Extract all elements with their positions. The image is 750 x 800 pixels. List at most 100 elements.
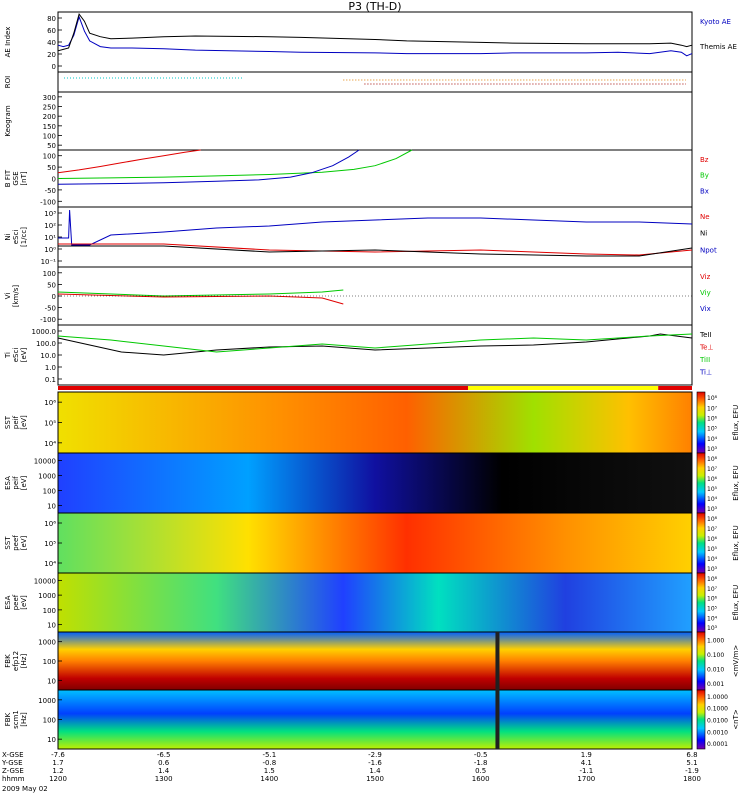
x-tick-value: 1.4 [158,767,170,775]
x-tick-value: 1.2 [52,767,63,775]
ti-trace-6 [57,333,693,353]
plot-title: P3 (TH-D) [348,0,401,13]
colorbar-2-label: Eflux, EFU [732,525,740,560]
keogram-ytick-label: 50 [47,142,56,150]
bfit-ytick-label: 0 [52,176,56,184]
panel-esa1: ESA peif [eV] 10 100 1000 10000 [4,452,693,514]
colorbar-5-gradient [696,689,706,750]
sst2-spectrogram [58,513,692,573]
colorbar-0-tick: 10⁵ [707,426,718,433]
x-tick-value: -6.5 [157,751,171,759]
bfit-ytick-label: 50 [47,164,56,172]
ae-legend-0: Kyoto AE [700,18,731,26]
keogram-frame [57,91,693,151]
colorbar-5-tick: 0.0001 [707,741,728,748]
colorbar-2-tick: 10⁴ [707,556,718,563]
ti-legend-3: Ti⊥ [699,369,712,377]
vi-ytick-label: -50 [45,305,56,313]
vi-legend-1: Viy [700,289,711,297]
vi-legend-2: Vix [700,305,711,313]
roi-frame [57,71,693,93]
bfit-ytick-label: -50 [45,187,56,195]
colorbar-3-tick: 10⁶ [707,596,718,603]
ni-legend-2: Npot [700,246,717,254]
bfit-ytick-label: -100 [40,198,56,206]
x-tick-value: -5.1 [262,751,276,759]
x-tick-value: 1600 [472,775,490,783]
date-label: 2009 May 02 [2,785,48,793]
colorbar-1-tick: 10⁵ [707,486,718,493]
ti-ylabel-0: Ti [4,352,12,359]
bfit-legend-1: By [700,172,709,180]
roi-ylabel-0: ROI [4,76,12,88]
colorbar-3-tick: 10⁴ [707,615,718,622]
bfit-frame [57,149,693,208]
vi-legend-0: Viz [700,273,711,281]
ti-trace-5 [57,333,693,356]
sst2-ytick-label: 10⁵ [44,540,56,548]
ae-ytick-label: 0 [52,63,56,71]
x-tick-value: 1500 [366,775,384,783]
colorbar-2-tick: 10⁷ [707,526,718,533]
colorbar-2: 10³ 10⁴ 10⁵ 10⁶ 10⁷ 10⁸ Eflux, EFU [696,512,740,574]
fbk1-spectrogram [58,632,692,690]
colorbar-3-label: Eflux, EFU [732,585,740,620]
bfit-ylabel-2: [nT] [20,171,28,185]
panel-sst1: SST peif [eV] 10⁴ 10⁵ 10⁶ [4,391,693,454]
vi-ytick-label: -100 [40,316,56,324]
colorbar-4-tick: 0.001 [707,681,724,688]
x-tick-value: -1.9 [685,767,699,775]
ni-ylabel-0: Ni [4,233,12,240]
colorbar-0-gradient [696,391,706,454]
colorbar-4-gradient [696,631,706,691]
colorbar-0: 10³ 10⁴ 10⁵ 10⁶ 10⁷ 10⁸ Eflux, EFU [696,391,740,454]
x-tick-value: 0.5 [475,767,486,775]
colorbar-1-label: Eflux, EFU [732,465,740,500]
colorbar-5-tick: 0.0100 [707,718,728,725]
keogram-ytick-label: 200 [43,113,56,121]
sst1-ytick-label: 10⁴ [44,440,56,448]
colorbar-1-tick: 10⁴ [707,496,718,503]
x-tick-value: -2.9 [368,751,382,759]
esa2-spectrogram [58,573,692,632]
sst1-ytick-label: 10⁶ [44,399,56,407]
esa2-ytick-label: 100 [43,607,56,615]
x-tick-value: 1400 [260,775,278,783]
ti-ytick-label: 0.1 [45,376,56,384]
ti-legend-2: TiII [699,356,710,364]
bfit-series-bx [57,149,360,185]
ni-ytick-label: 10⁰ [44,246,56,254]
bfit-ytick-label: 100 [43,153,56,161]
colorbar-0-label: Eflux, EFU [732,405,740,440]
vi-ytick-label: 0 [52,293,56,301]
x-tick-value: 6.8 [686,751,697,759]
fbk1-ylabel-2: [Hz] [20,654,28,669]
keogram-ytick-label: 100 [43,133,56,141]
ti-ytick-label: 1000.0 [32,328,57,336]
x-tick-value: 0.6 [158,759,170,767]
colorbar-1-tick: 10⁶ [707,476,718,483]
fbk1-ytick-label: 10 [47,677,56,685]
x-tick-value: -0.5 [474,751,488,759]
fbk2-ytick-label: 10 [47,736,56,744]
panel-esa2: ESA peef [eV] 10 100 1000 10000 [4,572,693,633]
x-tick-value: 1700 [577,775,595,783]
x-row-label-3: hhmm [2,775,25,783]
ni-ytick-label: 10² [44,222,56,230]
colorbar-1-gradient [696,452,706,514]
ni-ylabel-1: eSci [12,230,20,245]
fbk1-ylabel-1: efp12 [12,651,20,671]
x-tick-value: 1.5 [264,767,275,775]
colorbar-3-tick: 10⁸ [707,576,718,583]
sst2-ytick-label: 10⁴ [44,560,56,568]
colorbar-1-tick: 10⁸ [707,456,718,463]
mode-bar-fast [58,386,468,390]
colorbar-4-label: <mV/m> [732,645,740,678]
mode-bar-fast-2 [658,386,692,390]
ae-legend-1: Themis AE [699,43,737,51]
x-tick-value: -0.8 [262,759,276,767]
colorbar-1: 10³ 10⁴ 10⁵ 10⁶ 10⁷ 10⁸ Eflux, EFU [696,452,740,514]
ti-ylabel-1: eSci [12,348,20,363]
colorbar-5-tick: 1.0000 [707,694,728,701]
